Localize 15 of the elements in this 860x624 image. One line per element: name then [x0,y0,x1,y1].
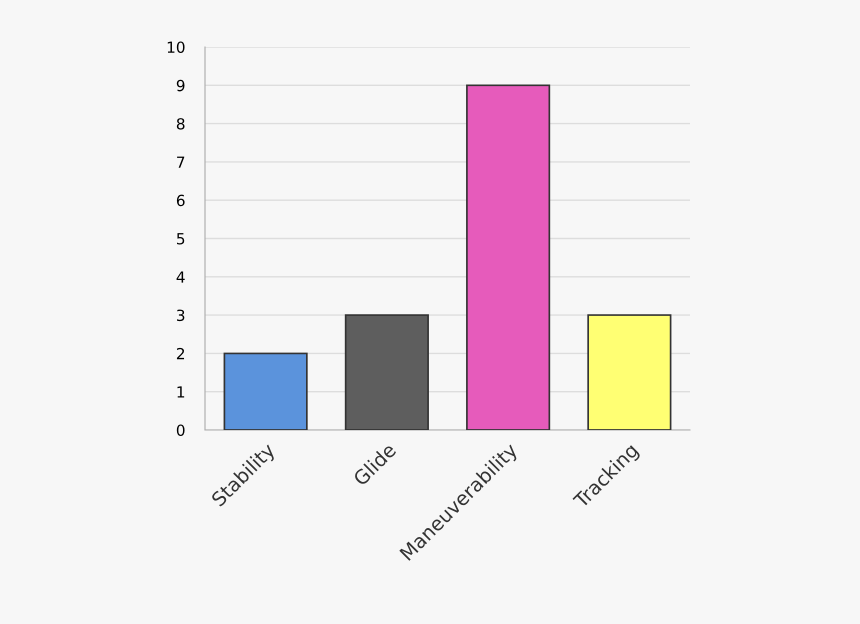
y-tick-label: 10 [168,41,185,54]
bar [224,352,308,430]
y-tick-label: 7 [177,156,184,168]
y-tick-label: 2 [176,348,184,360]
y-tick-label: 8 [176,118,185,130]
y-tick-label: 9 [176,80,184,92]
bar [466,84,550,430]
y-tick-label: 0 [176,424,185,436]
y-tick-label: 3 [177,310,184,322]
y-tick-label: 6 [176,194,185,206]
bar [344,314,429,430]
y-tick-label: 4 [176,271,185,283]
y-tick-label: 5 [177,233,184,245]
y-tick-label: 1 [178,386,184,398]
bar [587,314,672,430]
